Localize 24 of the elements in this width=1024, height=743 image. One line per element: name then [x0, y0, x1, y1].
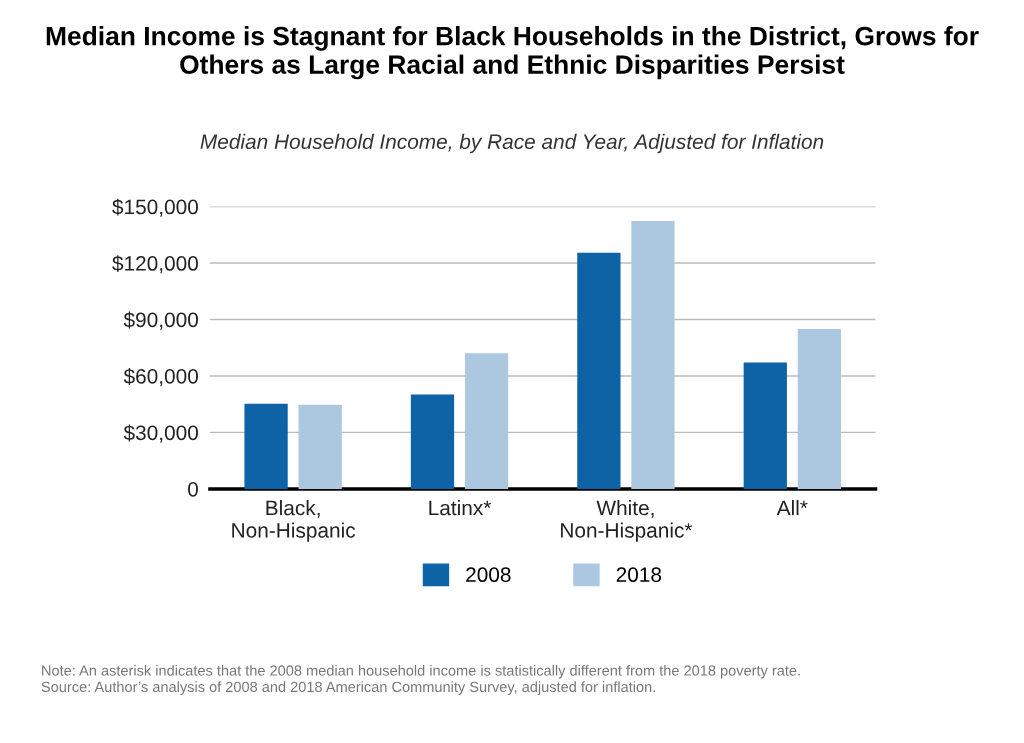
- bar: [797, 329, 841, 489]
- y-tick-label: $90,000: [123, 311, 198, 330]
- chart-title: Median Income is Stagnant for Black Households in the District, Grows for Others as Large Racial and Ethnic Disparities Persist: [46, 26, 979, 80]
- x-tick-label: Latinx*: [429, 500, 492, 516]
- bar: [743, 362, 787, 489]
- x-tick-label: White, Non-Hispanic*: [561, 500, 693, 542]
- x-tick-label: All*: [776, 500, 808, 516]
- y-tick-label: $60,000: [123, 368, 198, 387]
- x-tick-label: Black, Non-Hispanic: [232, 500, 356, 542]
- bar: [298, 404, 342, 489]
- legend-label: 2018: [616, 567, 662, 583]
- bar: [577, 252, 621, 489]
- chart-subtitle: Median Household Income, by Race and Year, Adjusted for Inflation: [200, 133, 824, 154]
- y-tick-label: $30,000: [123, 424, 198, 443]
- y-tick-label: $120,000: [112, 255, 198, 274]
- bar: [631, 221, 675, 489]
- source-note: Source: Author’s analysis of 2008 and 2018 American Community Survey, adjusted for inflation.: [41, 681, 655, 695]
- y-tick-label: $150,000: [112, 198, 198, 217]
- bar: [244, 403, 288, 489]
- text: Note: An asterisk indicates that the 2008 median household income is statistically different from the 2018 poverty rate.: [42, 664, 800, 679]
- bar: [464, 353, 509, 489]
- bar: [410, 394, 455, 489]
- legend-label: 2008: [466, 567, 511, 583]
- y-tick-label: 0: [188, 481, 198, 497]
